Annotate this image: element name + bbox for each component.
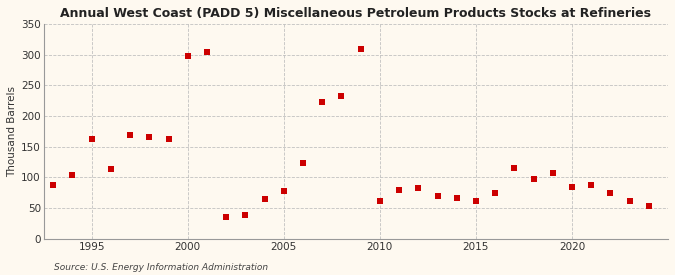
Point	[605, 191, 616, 195]
Point	[509, 166, 520, 170]
Point	[452, 196, 462, 200]
Point	[355, 47, 366, 51]
Point	[336, 94, 347, 98]
Point	[298, 161, 308, 166]
Point	[221, 214, 232, 219]
Point	[144, 135, 155, 139]
Title: Annual West Coast (PADD 5) Miscellaneous Petroleum Products Stocks at Refineries: Annual West Coast (PADD 5) Miscellaneous…	[60, 7, 651, 20]
Point	[105, 167, 116, 172]
Point	[86, 137, 97, 142]
Point	[490, 191, 501, 195]
Point	[624, 199, 635, 204]
Point	[182, 54, 193, 59]
Point	[375, 199, 385, 203]
Point	[432, 194, 443, 198]
Point	[163, 136, 174, 141]
Point	[259, 197, 270, 202]
Point	[528, 176, 539, 181]
Point	[566, 185, 577, 189]
Point	[202, 50, 213, 54]
Point	[125, 133, 136, 137]
Point	[67, 173, 78, 177]
Point	[48, 183, 59, 187]
Point	[278, 189, 289, 193]
Y-axis label: Thousand Barrels: Thousand Barrels	[7, 86, 17, 177]
Point	[547, 171, 558, 175]
Point	[586, 183, 597, 187]
Point	[394, 188, 404, 192]
Point	[240, 213, 251, 218]
Point	[470, 199, 481, 203]
Point	[413, 186, 424, 191]
Point	[643, 204, 654, 208]
Text: Source: U.S. Energy Information Administration: Source: U.S. Energy Information Administ…	[54, 263, 268, 272]
Point	[317, 100, 327, 105]
